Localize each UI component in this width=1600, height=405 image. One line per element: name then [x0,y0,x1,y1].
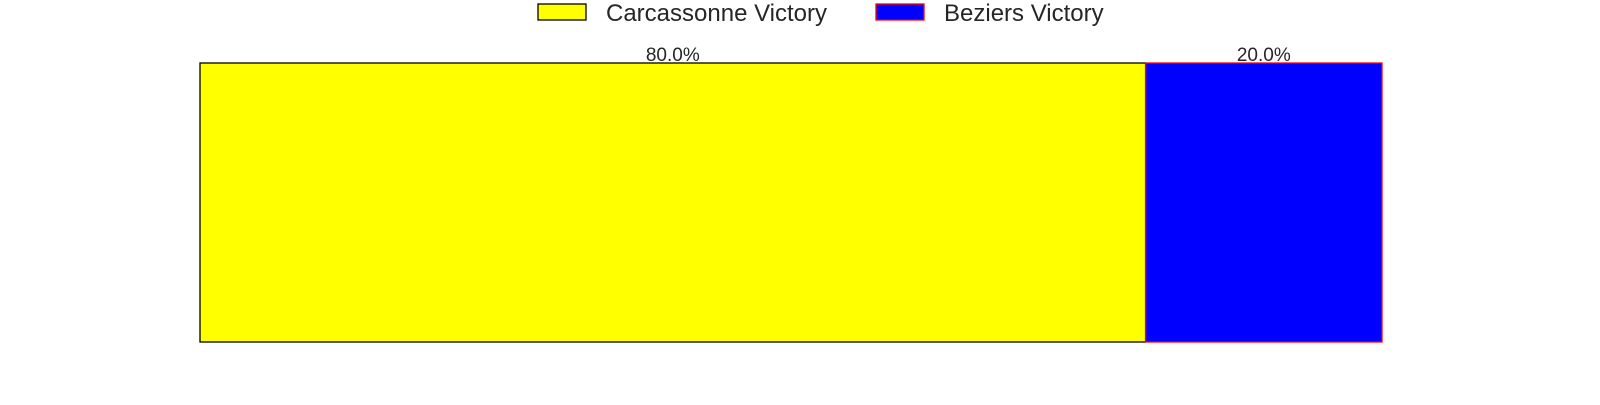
data-label-beziers-victory: 20.0% [1237,45,1291,66]
legend-label-beziers-victory: Beziers Victory [944,0,1104,27]
data-labels-group: 80.0% 20.0% [646,45,1291,66]
bar-carcassonne-victory [199,62,1147,343]
legend-label-carcassonne-victory: Carcassonne Victory [606,0,827,27]
legend: Carcassonne Victory Beziers Victory [537,0,1104,27]
legend-swatch-carcassonne-victory [537,3,587,21]
bars-group [199,62,1383,343]
legend-swatch-beziers-victory [875,3,925,21]
bar-beziers-victory [1144,62,1383,343]
data-label-carcassonne-victory: 80.0% [646,45,700,66]
